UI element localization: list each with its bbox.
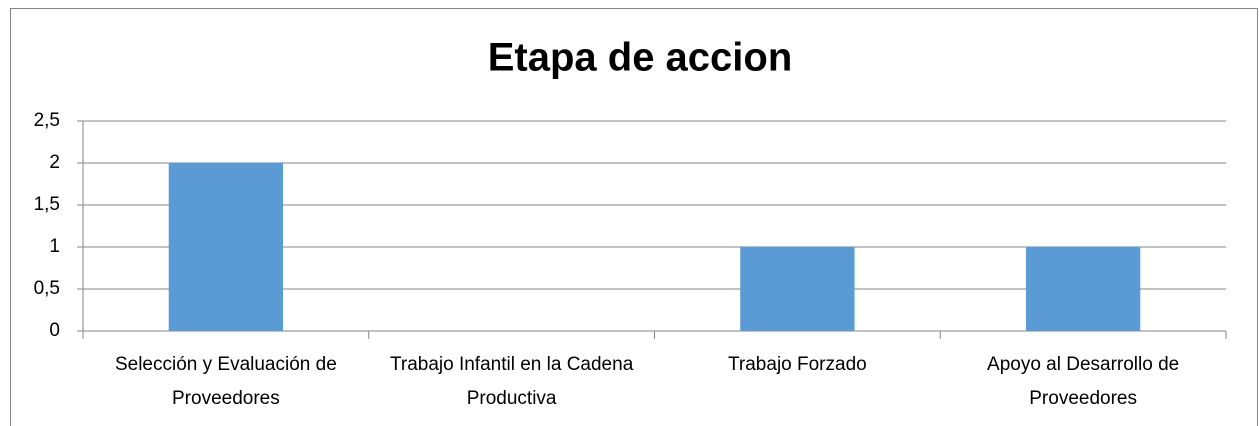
bar [1025, 247, 1141, 331]
y-tick-label: 2 [49, 152, 60, 173]
x-tick-label: Selección y Evaluación de Proveedores [114, 354, 337, 409]
y-tick-label: 1,5 [34, 194, 60, 215]
bar [740, 247, 855, 331]
x-tick-label: Trabajo Infantil en la Cadena Productiva [389, 354, 634, 409]
chart-title: Etapa de accion [488, 36, 793, 80]
x-tick-label: Apoyo al Desarrollo de Proveedores [987, 354, 1180, 409]
x-tick-label: Trabajo Forzado [728, 354, 867, 375]
bar [168, 163, 284, 331]
y-tick-label: 1 [49, 236, 60, 257]
y-tick-label: 0 [49, 320, 60, 341]
y-tick-label: 0,5 [34, 278, 60, 299]
y-tick-label: 2,5 [34, 110, 60, 131]
